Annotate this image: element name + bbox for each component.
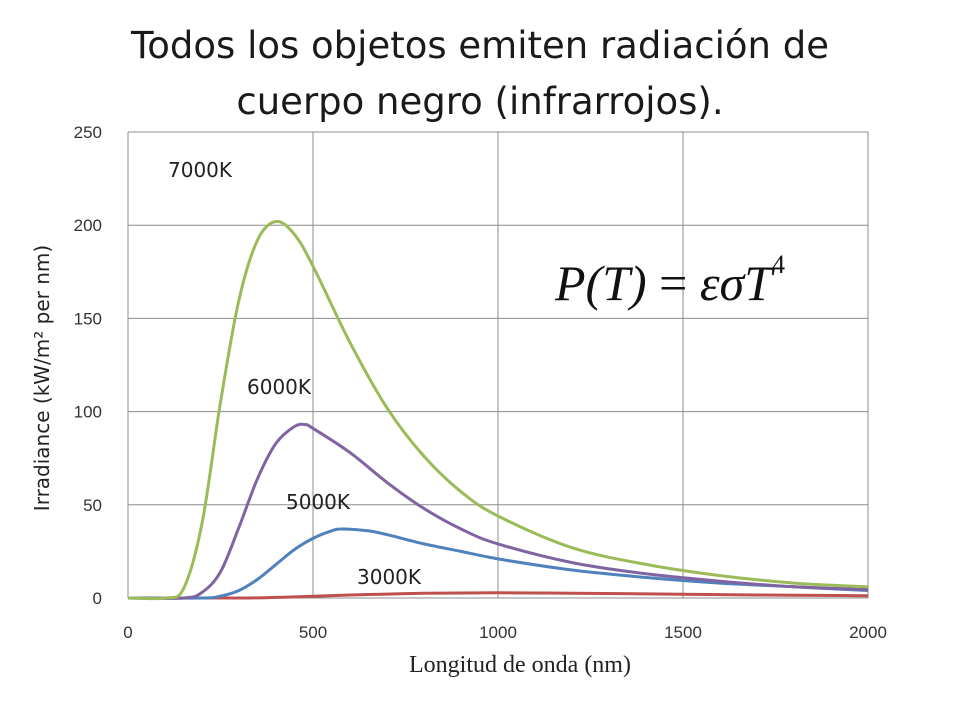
x-tick-labels: 0 500 1000 1500 2000 xyxy=(123,623,887,642)
series-lines xyxy=(127,219,869,601)
formula-equals: = xyxy=(646,255,700,311)
y-tick-label: 200 xyxy=(74,216,102,235)
grid xyxy=(127,131,869,599)
y-tick-labels: 0 50 100 150 200 250 xyxy=(74,123,102,608)
x-tick-label: 0 xyxy=(123,623,132,642)
y-tick-label: 50 xyxy=(83,496,102,515)
series-label-6000k: 6000K xyxy=(247,375,312,399)
series-labels: 7000K 6000K 5000K 3000K xyxy=(168,158,422,589)
title-line-1: Todos los objetos emiten radiación de xyxy=(130,24,830,67)
series-line-7000k xyxy=(127,219,869,601)
formula-lhs: P(T) xyxy=(555,255,647,311)
y-axis-label: Irradiance (kW/m² per nm) xyxy=(30,244,54,512)
series-label-5000k: 5000K xyxy=(286,490,351,514)
x-tick-label: 2000 xyxy=(849,623,887,642)
stefan-boltzmann-formula: P(T) = εσT4 xyxy=(555,250,785,312)
y-tick-label: 150 xyxy=(74,309,102,328)
y-tick-label: 0 xyxy=(93,589,102,608)
series-line-5000k xyxy=(127,527,869,600)
x-tick-label: 1500 xyxy=(664,623,702,642)
series-label-3000k: 3000K xyxy=(357,565,422,589)
chart-title: Todos los objetos emiten radiación de cu… xyxy=(0,18,960,130)
y-tick-label: 250 xyxy=(74,123,102,142)
y-tick-label: 100 xyxy=(74,403,102,422)
formula-exponent: 4 xyxy=(772,250,786,279)
title-line-2: cuerpo negro (infrarrojos). xyxy=(236,80,724,123)
x-tick-label: 1000 xyxy=(479,623,517,642)
series-line-3000k xyxy=(127,591,869,600)
x-axis-label: Longitud de onda (nm) xyxy=(409,652,631,678)
x-tick-label: 500 xyxy=(299,623,327,642)
series-label-7000k: 7000K xyxy=(168,158,233,182)
formula-rhs: εσT xyxy=(699,255,773,311)
series-line-6000k xyxy=(127,422,869,600)
